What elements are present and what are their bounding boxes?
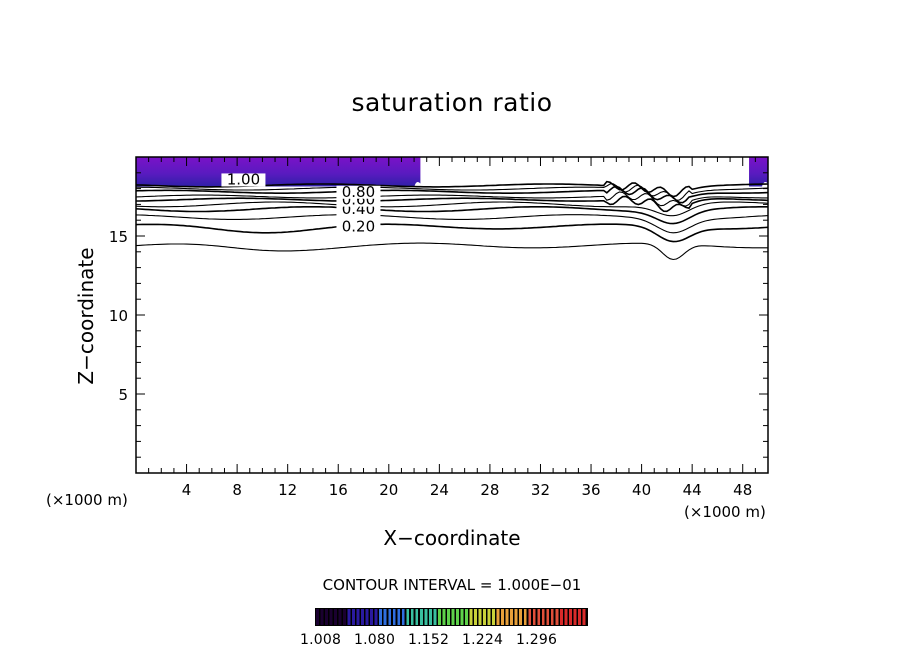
x-tick-label: 20 <box>379 481 398 499</box>
saturation-fill <box>136 157 768 187</box>
contour-line <box>136 223 768 243</box>
x-tick-label: 28 <box>480 481 499 499</box>
contour-label: 0.80 <box>342 183 375 201</box>
contour-label-bg <box>336 220 381 234</box>
y-tick-label: 5 <box>118 386 128 404</box>
x-tick-label: 16 <box>329 481 348 499</box>
contour-label: 0.20 <box>342 218 375 236</box>
saturated-region <box>749 157 768 187</box>
colorbar-tick-label: 1.080 <box>354 632 396 648</box>
contour-interval-text: CONTOUR INTERVAL = 1.000E−01 <box>322 576 582 594</box>
x-tick-label: 40 <box>632 481 651 499</box>
x-tick-label: 12 <box>278 481 297 499</box>
contour-line <box>136 206 768 225</box>
contour-line <box>136 242 768 261</box>
contour-line <box>136 195 768 213</box>
x-tick-label: 24 <box>430 481 449 499</box>
x-tick-label: 8 <box>232 481 242 499</box>
x-tick-label: 32 <box>531 481 550 499</box>
colorbar-tick-label: 1.224 <box>462 632 504 648</box>
contour-label: 1.00 <box>227 170 260 188</box>
colorbar <box>315 608 588 626</box>
colorbar-tick-label: 1.152 <box>408 632 450 648</box>
colorbar-tick-label: 1.008 <box>300 632 342 648</box>
y-axis-label: Z−coordinate <box>74 247 98 385</box>
contour-labels: 0.200.400.600.801.00 <box>221 170 381 236</box>
chart-title: saturation ratio <box>351 88 553 117</box>
contour-label-bg <box>336 185 381 199</box>
colorbar-tick-label: 1.296 <box>516 632 558 648</box>
contour-lines <box>136 180 768 261</box>
x-tick-label: 48 <box>733 481 752 499</box>
x-unit-left: (×1000 m) <box>46 491 128 509</box>
x-axis-label: X−coordinate <box>383 526 521 550</box>
contour-label-bg <box>221 173 266 187</box>
contour-line <box>136 185 768 204</box>
y-tick-label: 10 <box>109 307 128 325</box>
contour-line <box>136 201 768 217</box>
contour-line <box>136 191 768 207</box>
contour-line <box>136 183 768 201</box>
saturated-region <box>136 157 421 187</box>
contour-line <box>136 214 768 234</box>
x-tick-label: 36 <box>581 481 600 499</box>
x-tick-label: 44 <box>683 481 702 499</box>
colorbar-labels: 1.008 1.080 1.152 1.224 1.296 <box>300 632 570 648</box>
x-tick-label: 4 <box>182 481 192 499</box>
y-tick-label: 15 <box>109 228 128 246</box>
x-unit-right: (×1000 m) <box>684 503 766 521</box>
